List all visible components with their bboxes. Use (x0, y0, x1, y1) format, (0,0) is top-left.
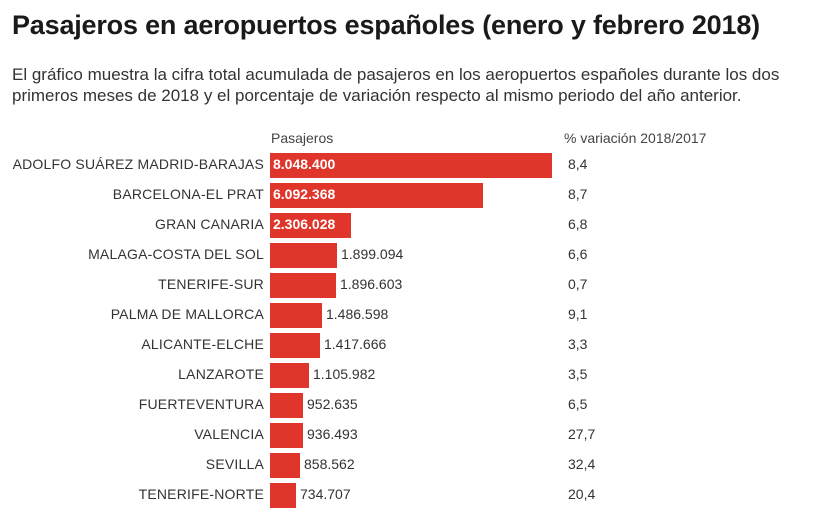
variation-label: 32,4 (568, 456, 596, 472)
airport-label: BARCELONA-EL PRAT (112, 186, 264, 202)
value-label: 1.896.603 (340, 276, 403, 292)
variation-label: 27,7 (568, 426, 596, 442)
bar (270, 333, 320, 358)
table-row: ADOLFO SUÁREZ MADRID-BARAJAS 8.048.400 8,4 (0, 150, 833, 180)
value-label: 1.899.094 (341, 246, 404, 262)
airport-label: VALENCIA (194, 426, 264, 442)
airport-label: MALAGA-COSTA DEL SOL (88, 246, 264, 262)
airport-label: GRAN CANARIA (155, 216, 264, 232)
value-label: 6.092.368 (273, 186, 336, 202)
bar (270, 393, 303, 418)
value-label: 8.048.400 (273, 156, 336, 172)
variation-label: 6,8 (568, 216, 588, 232)
value-label: 936.493 (307, 426, 358, 442)
table-row: ALICANTE-ELCHE 1.417.666 3,3 (0, 330, 833, 360)
value-label: 734.707 (300, 486, 351, 502)
bar (270, 423, 303, 448)
table-row: VALENCIA 936.493 27,7 (0, 420, 833, 450)
bar (270, 303, 322, 328)
airport-label: FUERTEVENTURA (138, 396, 264, 412)
airport-label: ALICANTE-ELCHE (141, 336, 264, 352)
variation-label: 0,7 (568, 276, 588, 292)
table-row: GRAN CANARIA 2.306.028 6,8 (0, 210, 833, 240)
bar (270, 273, 336, 298)
airport-label: LANZAROTE (178, 366, 264, 382)
bar (270, 243, 337, 268)
value-label: 858.562 (304, 456, 355, 472)
passengers-column-header: Pasajeros (271, 130, 334, 146)
table-row: BARCELONA-EL PRAT 6.092.368 8,7 (0, 180, 833, 210)
value-label: 952.635 (307, 396, 358, 412)
chart-title: Pasajeros en aeropuertos españoles (ener… (12, 10, 760, 40)
value-label: 1.417.666 (324, 336, 387, 352)
airport-label: ADOLFO SUÁREZ MADRID-BARAJAS (12, 156, 264, 172)
table-row: LANZAROTE 1.105.982 3,5 (0, 360, 833, 390)
airport-label: PALMA DE MALLORCA (110, 306, 264, 322)
value-label: 2.306.028 (273, 216, 336, 232)
value-label: 1.486.598 (326, 306, 389, 322)
bar (270, 183, 483, 208)
variation-label: 20,4 (568, 486, 596, 502)
airport-label: TENERIFE-NORTE (138, 486, 264, 502)
table-row: SEVILLA 858.562 32,4 (0, 450, 833, 480)
bar (270, 213, 351, 238)
bar (270, 453, 300, 478)
airport-label: TENERIFE-SUR (158, 276, 264, 292)
value-label: 1.105.982 (313, 366, 376, 382)
table-row: FUERTEVENTURA 952.635 6,5 (0, 390, 833, 420)
table-row: MALAGA-COSTA DEL SOL 1.899.094 6,6 (0, 240, 833, 270)
chart-subtitle: El gráfico muestra la cifra total acumul… (12, 65, 780, 105)
variation-column-header: % variación 2018/2017 (564, 130, 707, 146)
bar (270, 153, 552, 178)
variation-label: 8,4 (568, 156, 588, 172)
variation-label: 3,3 (568, 336, 588, 352)
bar (270, 363, 309, 388)
variation-label: 3,5 (568, 366, 588, 382)
table-row: TENERIFE-SUR 1.896.603 0,7 (0, 270, 833, 300)
table-row: TENERIFE-NORTE 734.707 20,4 (0, 480, 833, 510)
variation-label: 9,1 (568, 306, 588, 322)
bar-chart: ADOLFO SUÁREZ MADRID-BARAJAS 8.048.400 8,4… (0, 150, 833, 516)
variation-label: 6,5 (568, 396, 588, 412)
variation-label: 8,7 (568, 186, 588, 202)
variation-label: 6,6 (568, 246, 588, 262)
table-row: PALMA DE MALLORCA 1.486.598 9,1 (0, 300, 833, 330)
airport-label: SEVILLA (205, 456, 264, 472)
bar (270, 483, 296, 508)
